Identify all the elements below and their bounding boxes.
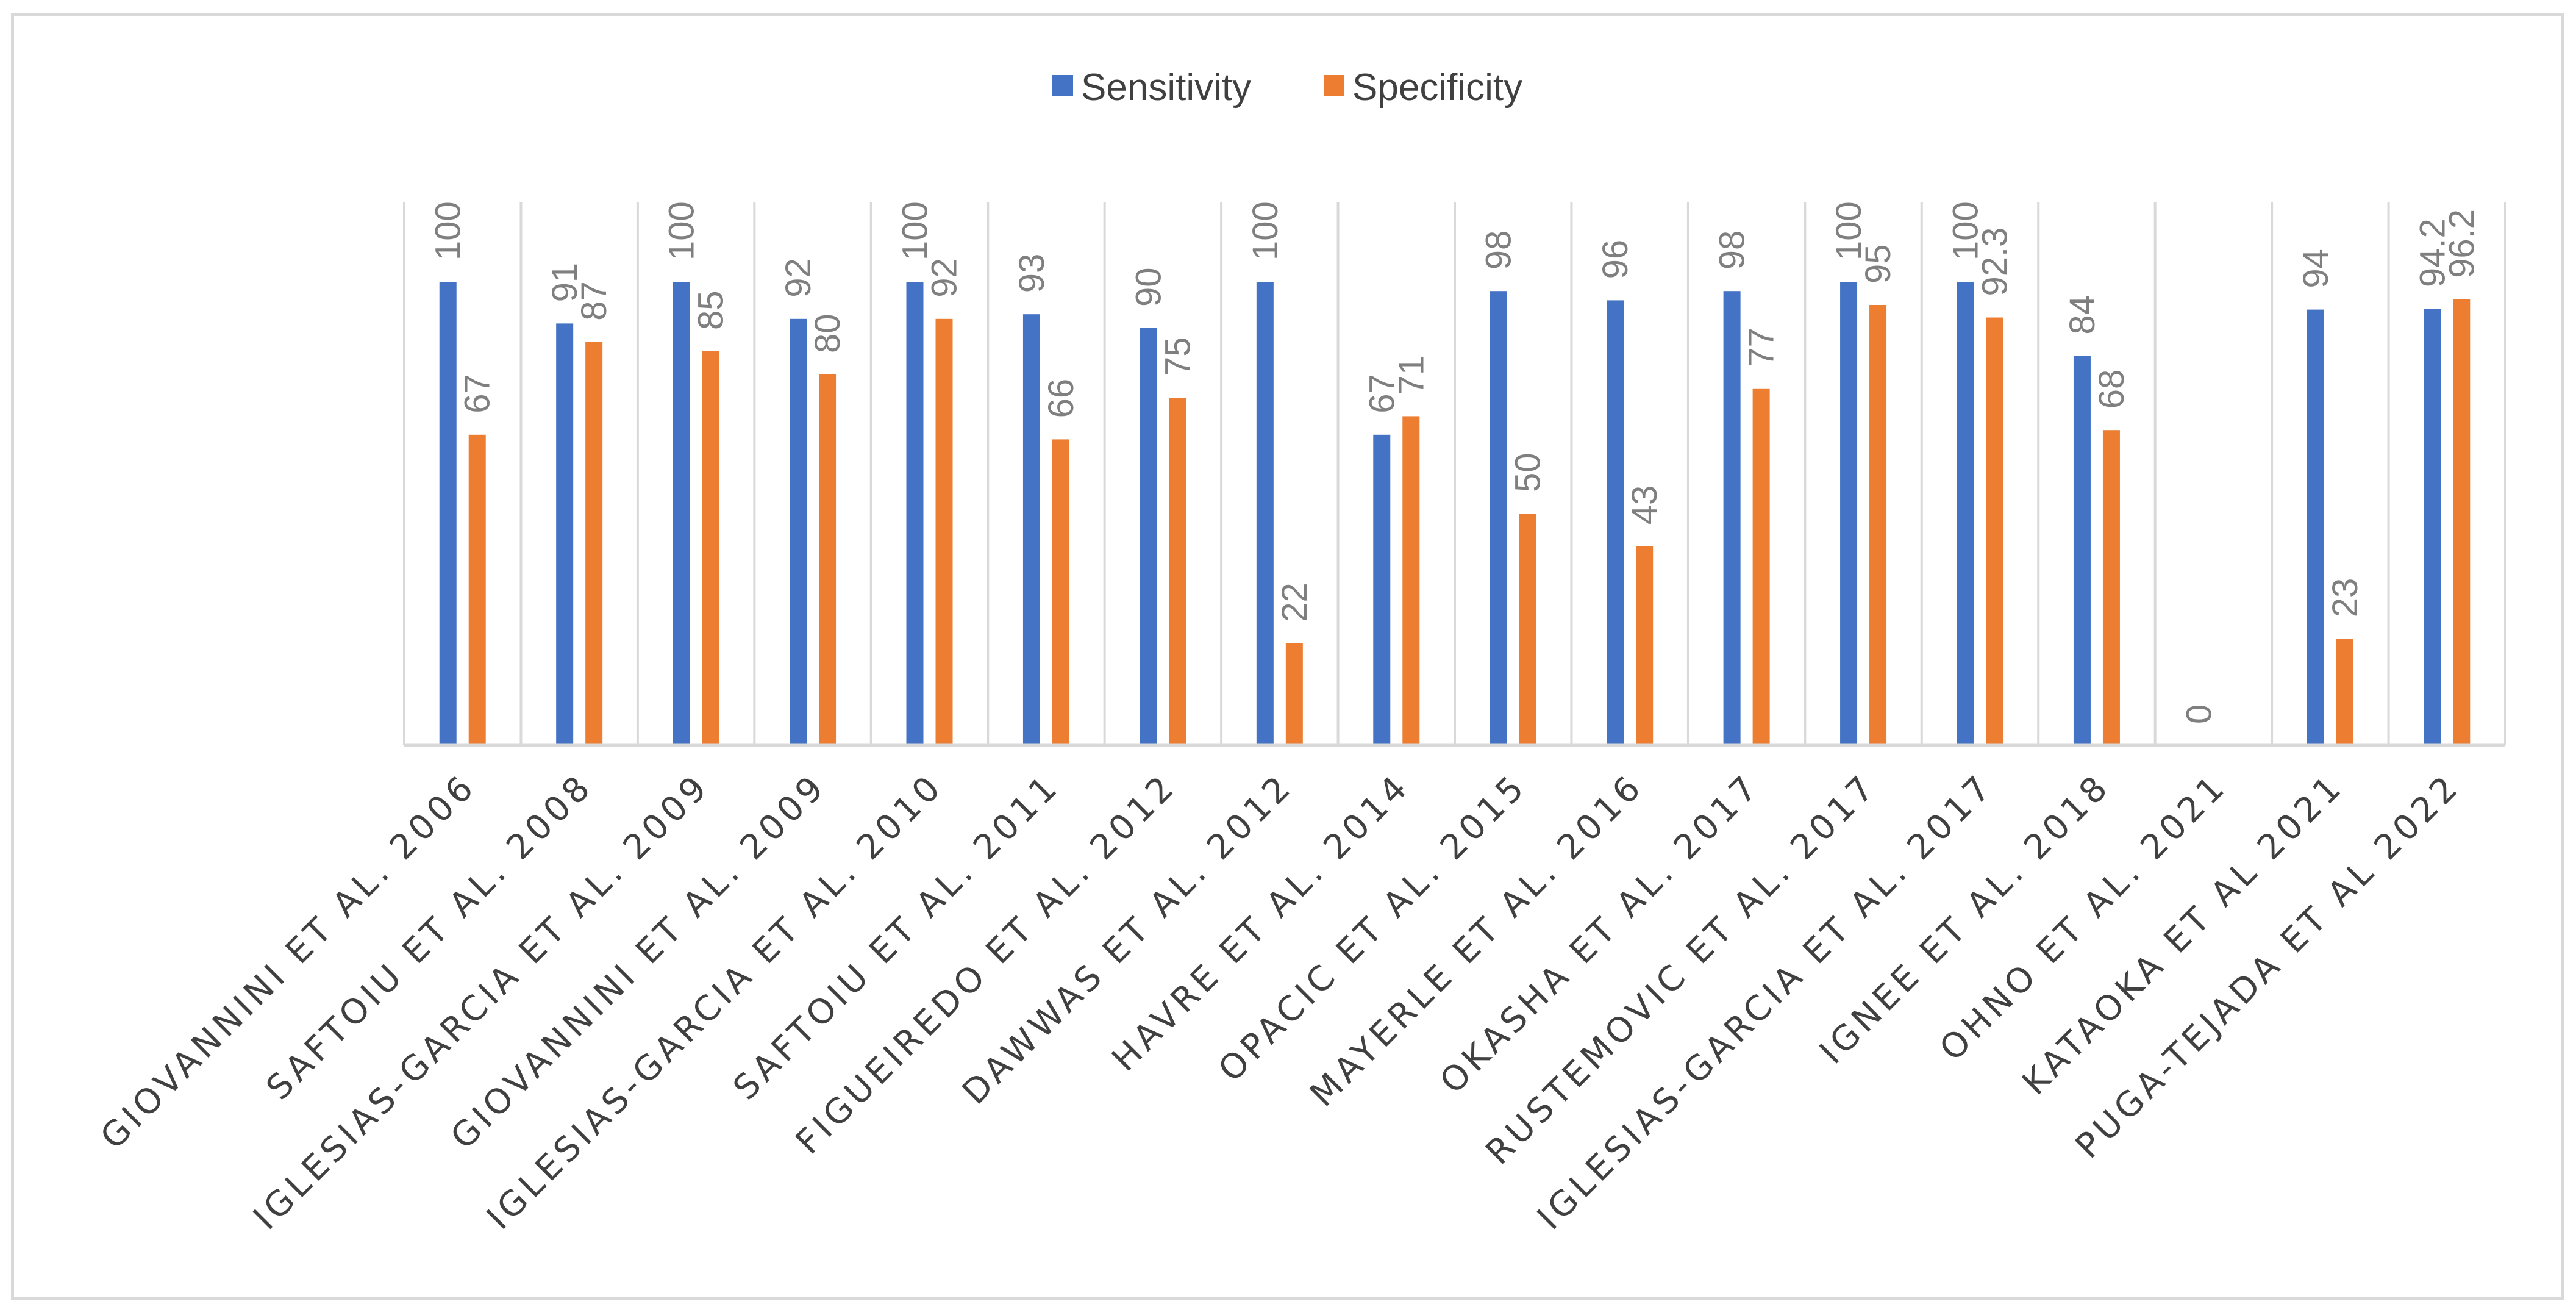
bar-sensitivity [2073,356,2091,745]
data-label-specificity: 50 [1508,453,1548,492]
data-label-sensitivity: 100 [1829,201,1869,260]
data-label-sensitivity: 100 [1246,201,1285,260]
data-label-sensitivity: 93 [1012,254,1052,293]
data-label-specificity: 22 [1275,582,1315,622]
bar-sensitivity [673,282,690,745]
bar-specificity [468,434,486,745]
bar-sensitivity [906,282,924,745]
bars [439,282,2471,746]
data-label-sensitivity: 0 [2179,704,2219,724]
data-label-specificity: 68 [2092,370,2132,409]
data-label-sensitivity: 94 [2296,249,2336,288]
data-label-sensitivity: 98 [1713,231,1752,270]
data-label-specificity: 23 [2325,578,2365,618]
legend-label-sensitivity: Sensitivity [1081,66,1251,109]
bar-sensitivity [1373,434,1391,745]
data-label-sensitivity: 91 [545,263,585,303]
bar-specificity [1869,305,1887,745]
bar-specificity [702,351,719,745]
data-label-sensitivity: 100 [429,201,468,260]
bar-sensitivity [1840,282,1858,745]
data-label-specificity: 92.3 [1975,228,2015,296]
bar-specificity [1052,439,1069,745]
bar-sensitivity [790,318,807,745]
bar-specificity [2102,430,2120,745]
data-label-sensitivity: 100 [896,201,935,260]
legend: Sensitivity Specificity [1052,66,1522,109]
bar-specificity [1636,546,1654,745]
data-label-specificity: 71 [1391,356,1431,395]
data-label-sensitivity: 100 [662,201,702,260]
bar-sensitivity [1607,300,1624,745]
data-label-sensitivity: 100 [1946,201,1986,260]
bar-specificity [585,342,603,745]
legend-swatch-sensitivity [1052,75,1073,96]
bar-sensitivity [1490,291,1507,745]
data-label-specificity: 77 [1742,328,1782,367]
data-label-specificity: 43 [1625,486,1664,525]
bar-specificity [2336,639,2353,745]
bar-sensitivity [556,323,574,745]
category-gridlines [403,202,2506,745]
bar-specificity [1169,398,1186,745]
bar-sensitivity [1022,314,1040,745]
bar-specificity [1752,388,1770,745]
data-label-sensitivity: 67 [1362,374,1402,414]
bar-sensitivity [2424,309,2441,746]
bar-specificity [1285,643,1303,745]
bar-specificity [819,374,837,745]
bar-sensitivity [1256,282,1274,745]
data-label-specificity: 95 [1858,244,1898,284]
data-label-specificity: 87 [574,281,614,321]
data-label-sensitivity: 94.2 [2413,218,2452,287]
data-label-sensitivity: 84 [2063,295,2102,335]
chart-frame: Sensitivity Specificity 100 67 91 87 100 85 92… [11,13,2564,1300]
data-label-sensitivity: 98 [1479,231,1519,270]
bar-specificity [1986,317,2003,745]
legend-label-specificity: Specificity [1352,66,1522,109]
bar-sensitivity [1723,291,1741,745]
legend-swatch-specificity [1324,75,1344,96]
data-label-specificity: 85 [691,290,731,330]
data-label-specificity: 66 [1041,379,1081,418]
data-label-specificity: 96.2 [2442,209,2481,278]
data-label-specificity: 75 [1158,337,1197,376]
bar-sensitivity [439,282,457,745]
data-label-sensitivity: 92 [779,258,818,298]
data-label-specificity: 80 [808,314,847,353]
category-label: IGLESIAS-GARCIA ET AL. 2009 [246,766,717,1238]
bar-sensitivity [2307,309,2324,746]
data-label-sensitivity: 96 [1596,240,1635,279]
data-label-specificity: 92 [925,258,965,298]
data-label-sensitivity: 90 [1129,267,1168,307]
bar-sensitivity [1957,282,1974,745]
bar-specificity [1402,416,1420,745]
bar-sensitivity [1140,328,1157,745]
bar-specificity [935,318,953,745]
bar-specificity [2453,299,2471,745]
data-label-specificity: 67 [458,374,498,414]
bar-specificity [1519,514,1536,745]
